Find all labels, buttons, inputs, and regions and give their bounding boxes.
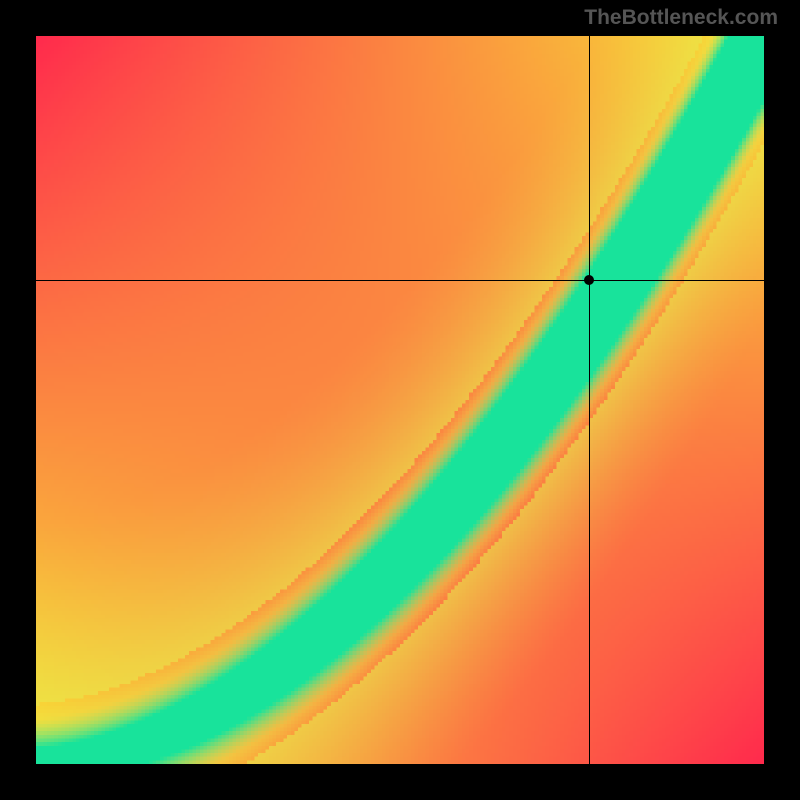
plot-area [36,36,764,764]
bottleneck-heatmap [36,36,764,764]
watermark-label: TheBottleneck.com [584,6,778,30]
chart-container: TheBottleneck.com [0,0,800,800]
